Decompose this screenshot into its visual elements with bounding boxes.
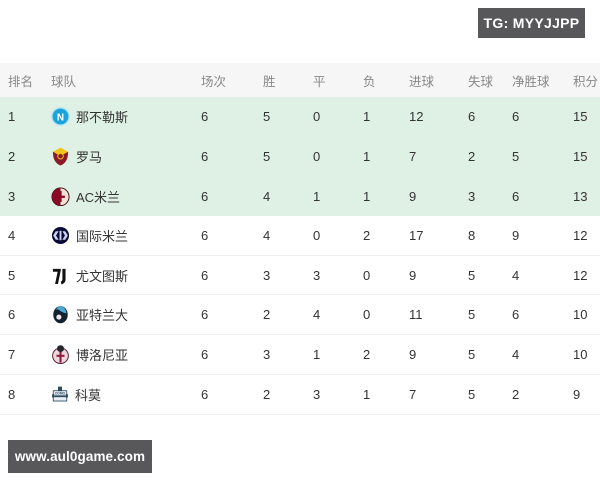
- svg-text:N: N: [57, 113, 64, 124]
- svg-text:COMO: COMO: [55, 391, 66, 395]
